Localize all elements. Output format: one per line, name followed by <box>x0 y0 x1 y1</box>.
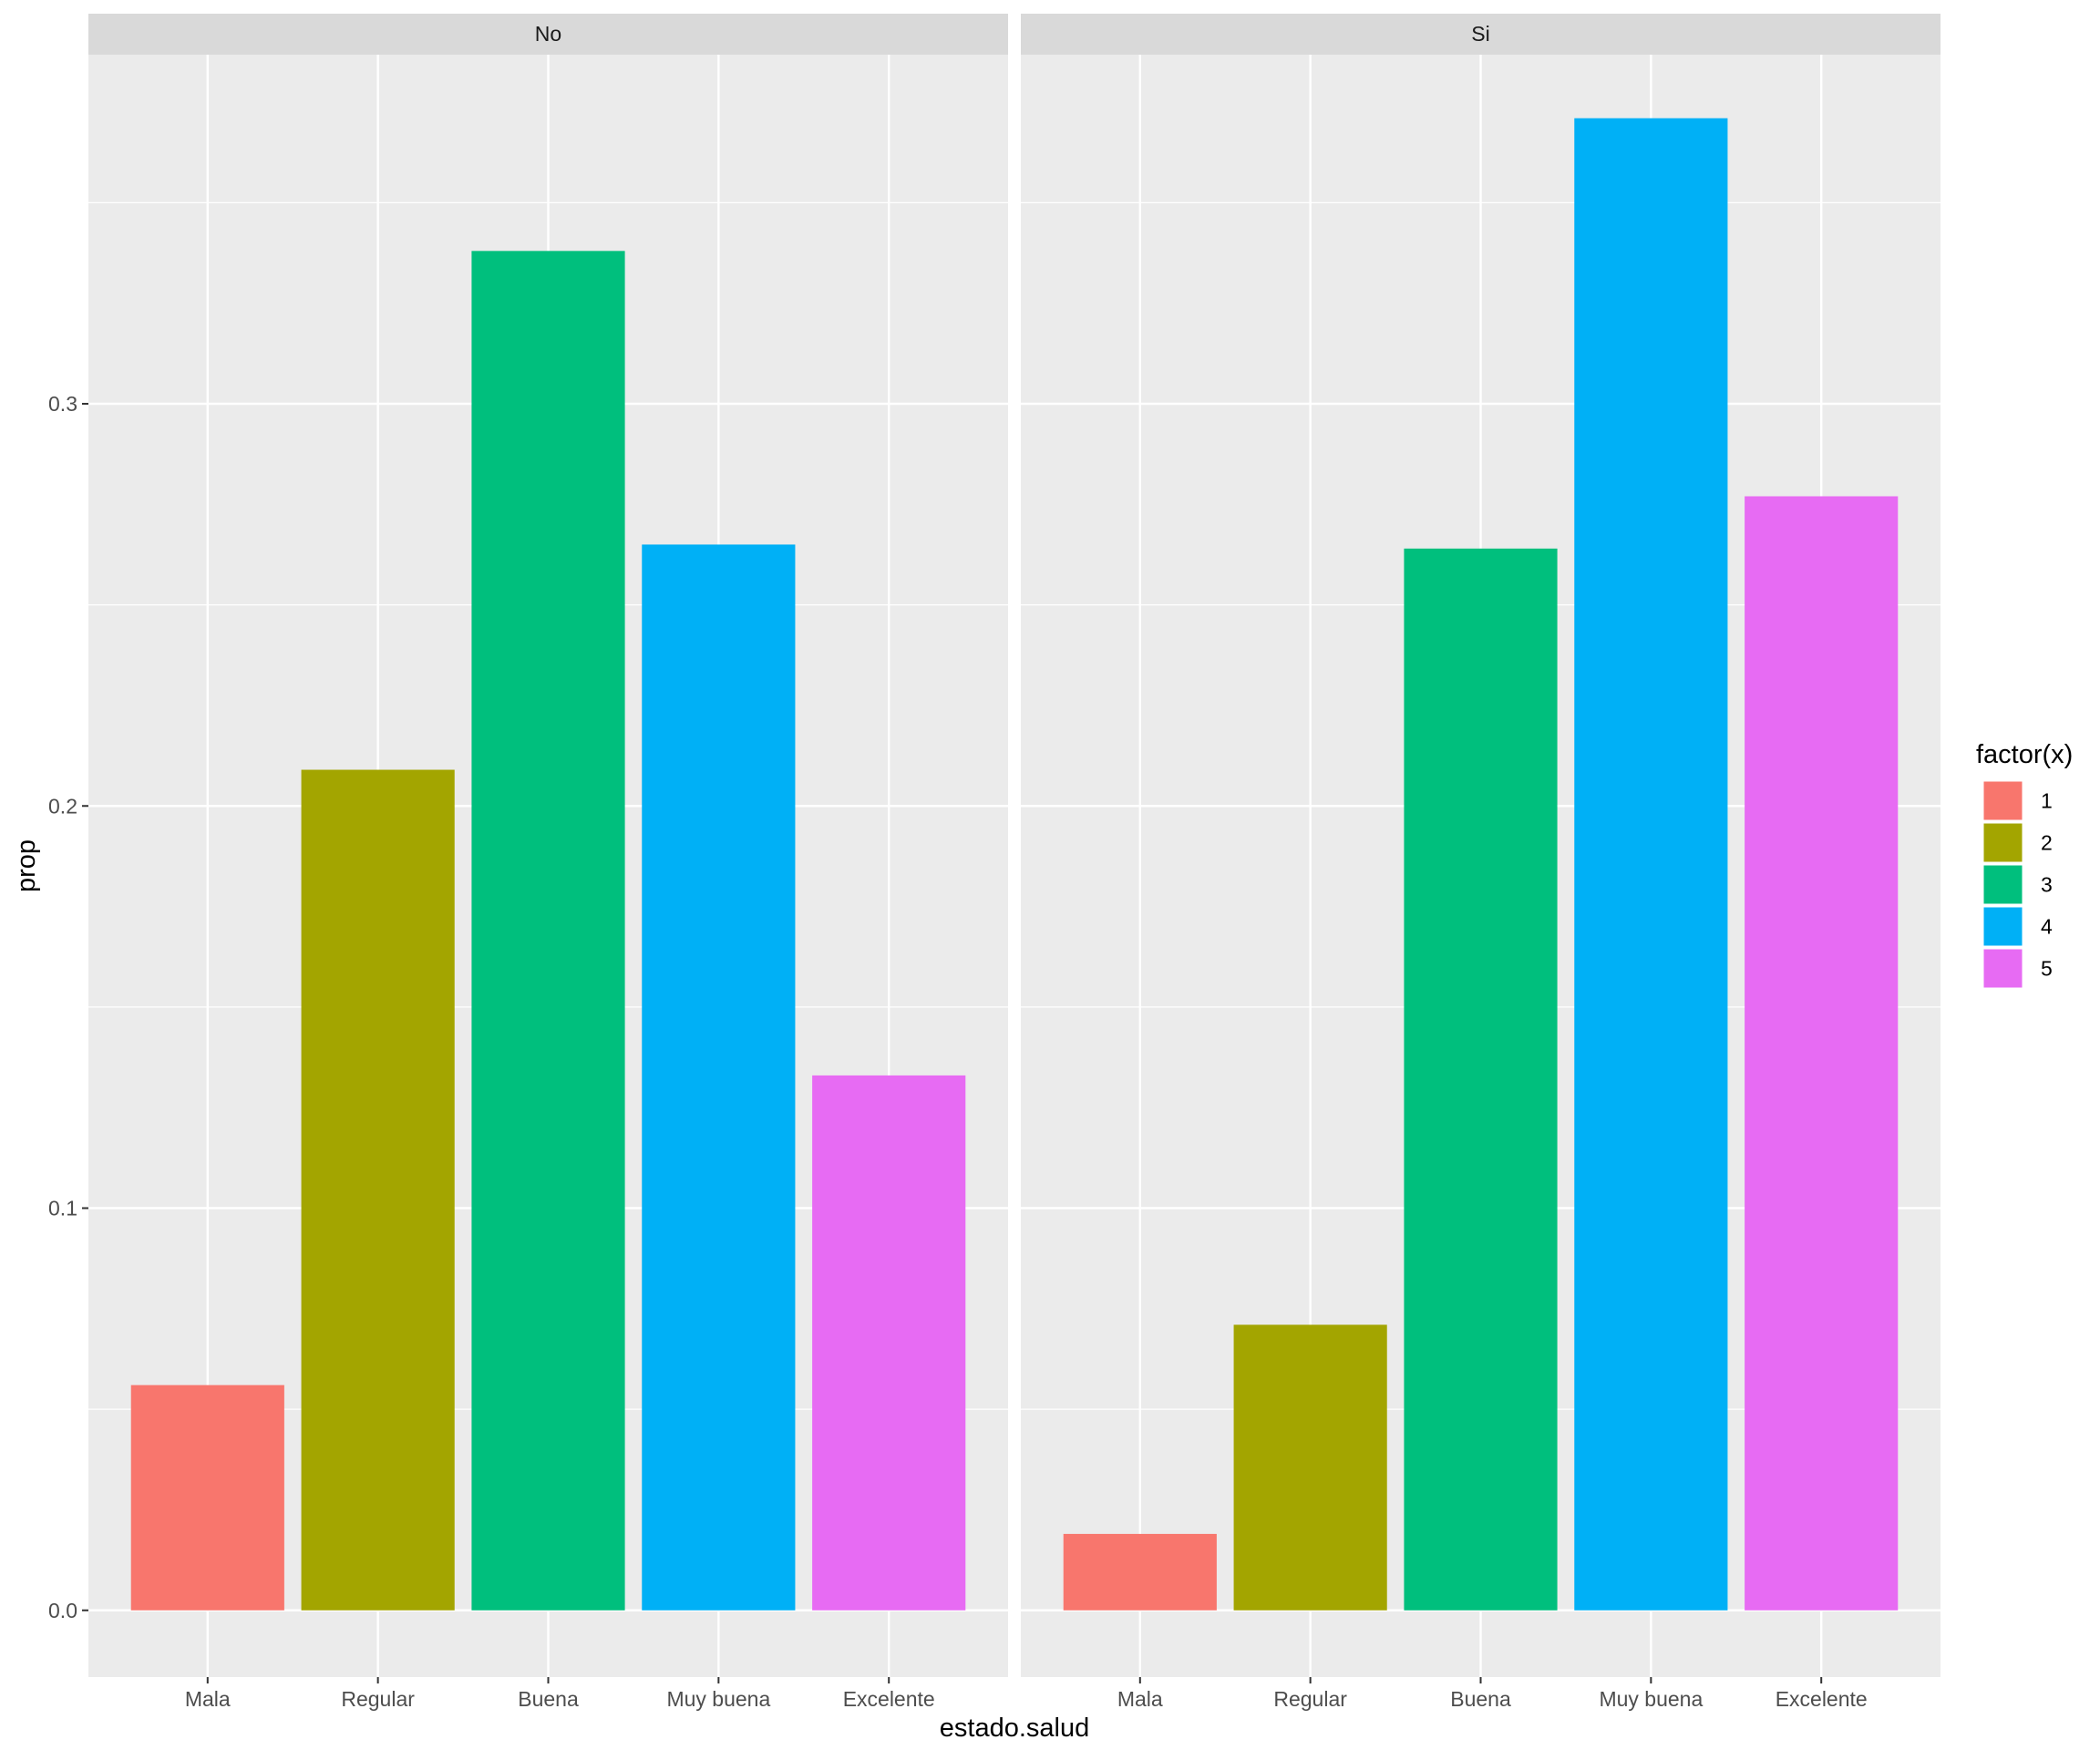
legend-key-1 <box>1982 780 2023 821</box>
facet-panels: No Si <box>88 14 1940 1677</box>
legend-key-3 <box>1982 864 2023 905</box>
facet-strip-label: No <box>535 22 561 46</box>
legend-key-2 <box>1982 822 2023 863</box>
bar-no-muy-buena <box>642 544 796 1611</box>
x-tick-label: Muy buena <box>666 1687 770 1711</box>
x-axis-title: estado.salud <box>940 1714 1089 1743</box>
bar-no-buena <box>471 251 625 1611</box>
y-tick-label: 0.3 <box>48 392 77 416</box>
bar-si-excelente <box>1745 496 1899 1611</box>
y-axis: 0.0 0.1 0.2 0.3 <box>48 392 88 1622</box>
y-axis-title: prop <box>12 839 41 892</box>
y-tick-label: 0.1 <box>48 1197 77 1220</box>
x-tick-label: Regular <box>341 1687 415 1711</box>
legend-label-2: 2 <box>2041 831 2053 855</box>
x-tick-label: Buena <box>1450 1687 1511 1711</box>
x-tick-label: Muy buena <box>1599 1687 1703 1711</box>
y-tick-label: 0.2 <box>48 794 77 818</box>
bar-si-regular <box>1233 1324 1387 1611</box>
bar-si-muy-buena <box>1574 118 1728 1611</box>
legend-label-5: 5 <box>2041 957 2053 981</box>
x-tick-label: Mala <box>185 1687 231 1711</box>
facet-panel-no: No <box>88 14 1008 1677</box>
x-tick-label: Mala <box>1117 1687 1163 1711</box>
x-tick-label: Excelente <box>1776 1687 1868 1711</box>
x-tick-label: Regular <box>1273 1687 1347 1711</box>
legend-label-1: 1 <box>2041 789 2053 813</box>
legend: factor(x) 1 2 3 4 5 <box>1976 740 2073 989</box>
facet-strip <box>1021 14 1940 55</box>
facet-panel-si: Si <box>1021 14 1940 1677</box>
x-tick-label: Buena <box>518 1687 579 1711</box>
legend-label-3: 3 <box>2041 873 2053 897</box>
legend-label-4: 4 <box>2041 915 2053 939</box>
x-tick-label: Excelente <box>843 1687 935 1711</box>
facet-strip-label: Si <box>1471 22 1489 46</box>
bar-no-excelente <box>812 1075 966 1611</box>
bar-no-mala <box>130 1385 284 1611</box>
x-axis: Mala Regular Buena Muy buena Excelente Mala Re… <box>185 1677 1868 1711</box>
legend-title: factor(x) <box>1976 740 2073 769</box>
bar-si-mala <box>1063 1533 1217 1611</box>
bar-si-buena <box>1404 548 1558 1611</box>
legend-key-4 <box>1982 906 2023 947</box>
y-tick-label: 0.0 <box>48 1599 77 1622</box>
bar-no-regular <box>301 769 455 1611</box>
legend-key-5 <box>1982 948 2023 989</box>
facet-strip <box>88 14 1008 55</box>
